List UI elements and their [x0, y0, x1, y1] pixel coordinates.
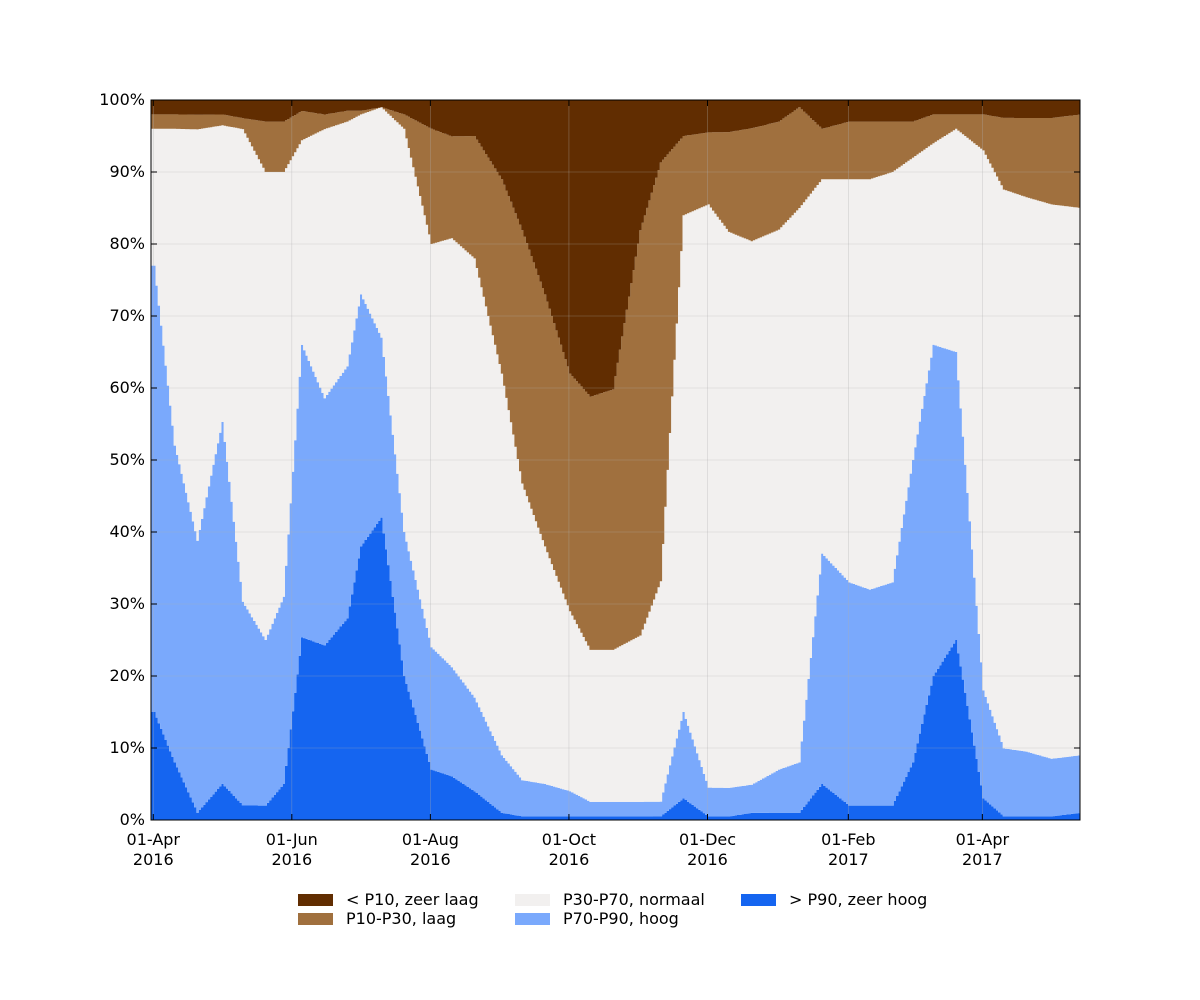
legend-label: P30-P70, normaal — [563, 890, 705, 909]
y-tick-label: 10% — [109, 738, 145, 757]
area-series-2 — [151, 107, 1080, 802]
y-tick-label: 50% — [109, 450, 145, 469]
x-tick-label: 01-Dec — [679, 830, 736, 849]
y-tick-label: 20% — [109, 666, 145, 685]
x-tick-label: 01-Oct — [542, 830, 596, 849]
legend-item-zeer-hoog: > P90, zeer hoog — [741, 890, 927, 909]
legend-swatch — [741, 893, 776, 906]
legend-swatch — [515, 912, 550, 925]
area-series-3 — [151, 107, 1080, 650]
x-tick-label: 2016 — [687, 850, 728, 869]
x-tick-label: 2017 — [962, 850, 1003, 869]
x-tick-label: 01-Aug — [402, 830, 459, 849]
x-tick-label: 2016 — [271, 850, 312, 869]
legend-label: P70-P90, hoog — [563, 909, 679, 928]
y-tick-label: 30% — [109, 594, 145, 613]
legend-swatch — [298, 912, 333, 925]
legend-label: P10-P30, laag — [346, 909, 457, 928]
x-tick-label: 01-Apr — [956, 830, 1010, 849]
chart-areas — [151, 100, 1080, 820]
legend: < P10, zeer laag P10-P30, laag P30-P70, … — [298, 890, 978, 930]
y-tick-label: 100% — [99, 90, 145, 109]
x-tick-label: 2016 — [133, 850, 174, 869]
legend-label: < P10, zeer laag — [346, 890, 479, 909]
x-tick-label: 01-Feb — [821, 830, 875, 849]
legend-item-hoog: P70-P90, hoog — [515, 909, 679, 928]
area-series-0 — [151, 517, 1080, 820]
legend-item-normaal: P30-P70, normaal — [515, 890, 705, 909]
y-tick-label: 60% — [109, 378, 145, 397]
x-tick-label: 01-Jun — [266, 830, 318, 849]
x-axis: 01-Apr201601-Jun201601-Aug201601-Oct2016… — [127, 100, 1010, 869]
y-axis: 0% 10% 20% 30% 40% 50% 60% 70% 80% 90% 100% — [99, 90, 1080, 829]
y-tick-label: 80% — [109, 234, 145, 253]
legend-swatch — [515, 893, 550, 906]
area-series-1 — [151, 265, 1080, 817]
x-tick-label: 2017 — [828, 850, 869, 869]
y-tick-label: 40% — [109, 522, 145, 541]
y-tick-label: 0% — [120, 810, 145, 829]
legend-item-zeer-laag: < P10, zeer laag — [298, 890, 479, 909]
area-series-4 — [151, 100, 1080, 397]
legend-item-laag: P10-P30, laag — [298, 909, 456, 928]
x-tick-label: 2016 — [410, 850, 451, 869]
x-tick-label: 2016 — [549, 850, 590, 869]
x-tick-label: 01-Apr — [127, 830, 181, 849]
legend-swatch — [298, 893, 333, 906]
y-tick-label: 90% — [109, 162, 145, 181]
legend-label: > P90, zeer hoog — [789, 890, 928, 909]
y-tick-label: 70% — [109, 306, 145, 325]
